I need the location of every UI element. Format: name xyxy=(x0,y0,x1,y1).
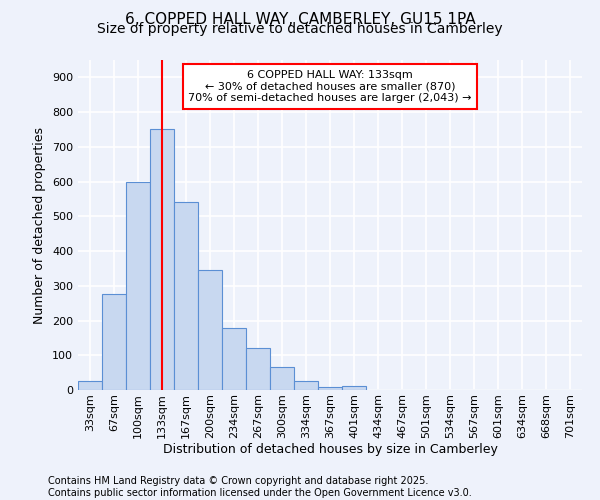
Bar xyxy=(318,386,342,390)
Bar xyxy=(78,382,102,390)
Bar xyxy=(246,348,270,390)
Text: Size of property relative to detached houses in Camberley: Size of property relative to detached ho… xyxy=(97,22,503,36)
Bar xyxy=(102,294,126,390)
Bar xyxy=(342,386,366,390)
Text: Contains HM Land Registry data © Crown copyright and database right 2025.
Contai: Contains HM Land Registry data © Crown c… xyxy=(48,476,472,498)
Bar xyxy=(294,382,318,390)
Text: 6 COPPED HALL WAY: 133sqm
← 30% of detached houses are smaller (870)
70% of semi: 6 COPPED HALL WAY: 133sqm ← 30% of detac… xyxy=(188,70,472,103)
Bar xyxy=(150,130,174,390)
Bar xyxy=(198,270,222,390)
X-axis label: Distribution of detached houses by size in Camberley: Distribution of detached houses by size … xyxy=(163,444,497,456)
Bar xyxy=(174,202,198,390)
Bar xyxy=(222,328,246,390)
Text: 6, COPPED HALL WAY, CAMBERLEY, GU15 1PA: 6, COPPED HALL WAY, CAMBERLEY, GU15 1PA xyxy=(125,12,475,28)
Bar xyxy=(126,182,150,390)
Y-axis label: Number of detached properties: Number of detached properties xyxy=(34,126,46,324)
Bar xyxy=(270,368,294,390)
